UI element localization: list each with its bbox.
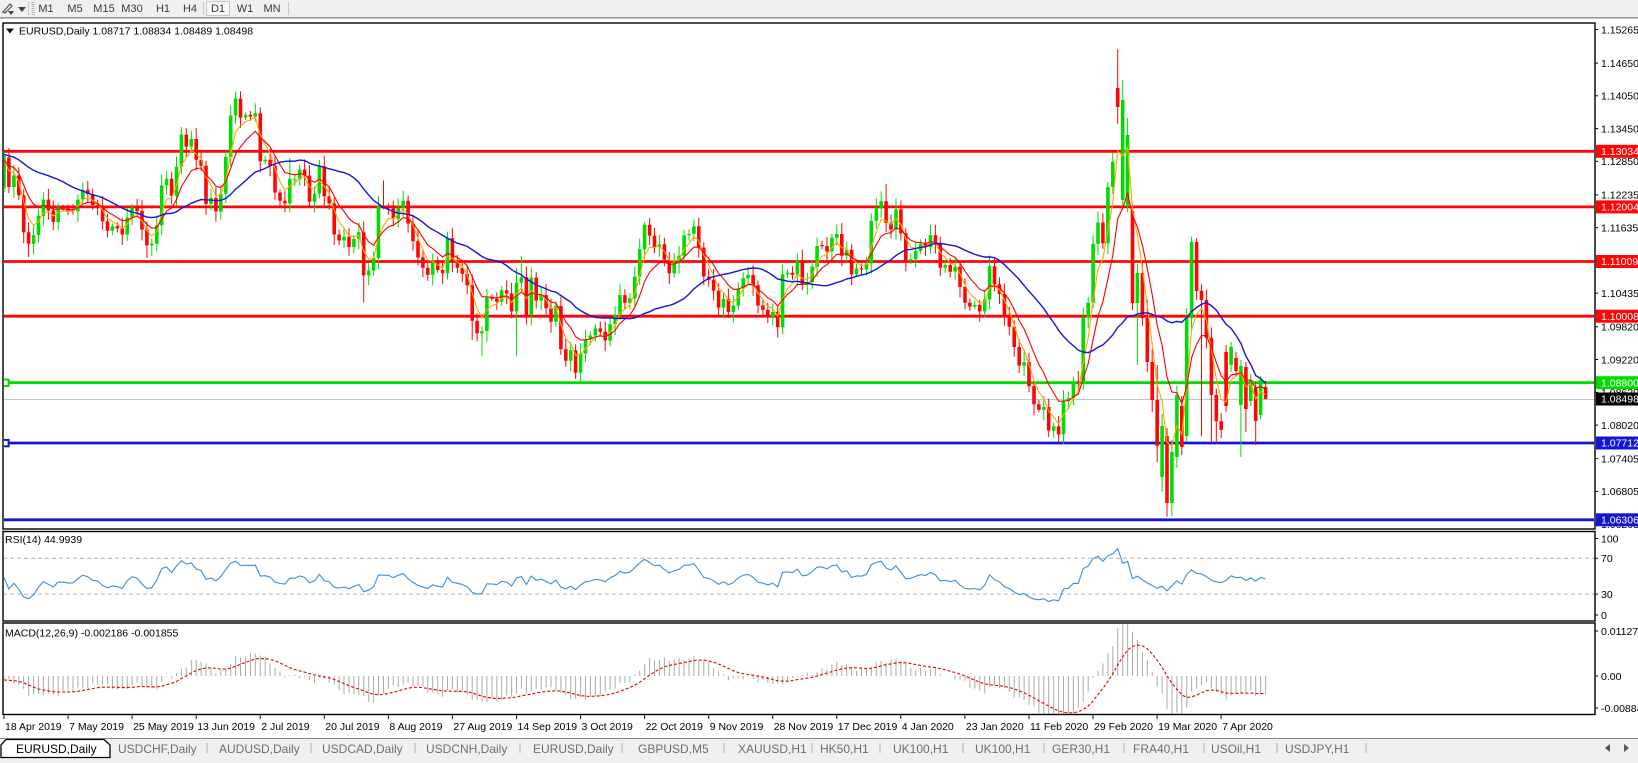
svg-text:H4: H4 xyxy=(183,3,197,15)
svg-text:H1: H1 xyxy=(156,3,170,15)
svg-text:1.08800: 1.08800 xyxy=(1601,377,1638,389)
svg-text:1.08020: 1.08020 xyxy=(1601,420,1638,432)
svg-text:7 Apr 2020: 7 Apr 2020 xyxy=(1222,721,1273,733)
svg-text:AUDUSD,Daily: AUDUSD,Daily xyxy=(219,742,300,756)
svg-text:7 May 2019: 7 May 2019 xyxy=(69,721,124,733)
svg-text:27 Aug 2019: 27 Aug 2019 xyxy=(453,721,512,733)
svg-text:1.13034: 1.13034 xyxy=(1601,146,1638,158)
svg-text:14 Sep 2019: 14 Sep 2019 xyxy=(518,721,578,733)
svg-text:29 Feb 2020: 29 Feb 2020 xyxy=(1094,721,1153,733)
svg-text:UK100,H1: UK100,H1 xyxy=(975,742,1031,756)
svg-text:1.14650: 1.14650 xyxy=(1601,58,1638,70)
svg-text:0: 0 xyxy=(1601,610,1607,622)
svg-text:XAUUSD,H1: XAUUSD,H1 xyxy=(738,742,807,756)
svg-text:RSI(14) 44.9939: RSI(14) 44.9939 xyxy=(5,534,82,546)
svg-text:9 Nov 2019: 9 Nov 2019 xyxy=(710,721,764,733)
svg-text:1.10008: 1.10008 xyxy=(1601,311,1638,323)
svg-text:70: 70 xyxy=(1601,553,1613,565)
svg-text:USDJPY,H1: USDJPY,H1 xyxy=(1285,742,1350,756)
svg-text:EURUSD,Daily: EURUSD,Daily xyxy=(533,742,614,756)
svg-text:1.14050: 1.14050 xyxy=(1601,91,1638,103)
svg-text:1.12235: 1.12235 xyxy=(1601,190,1638,202)
svg-text:GER30,H1: GER30,H1 xyxy=(1052,742,1110,756)
svg-text:1.09820: 1.09820 xyxy=(1601,322,1638,334)
svg-text:UK100,H1: UK100,H1 xyxy=(893,742,949,756)
svg-text:25 May 2019: 25 May 2019 xyxy=(133,721,194,733)
svg-text:11 Feb 2020: 11 Feb 2020 xyxy=(1030,721,1088,733)
svg-text:MACD(12,26,9) -0.002186 -0.001: MACD(12,26,9) -0.002186 -0.001855 xyxy=(5,628,179,640)
svg-text:1.09220: 1.09220 xyxy=(1601,354,1638,366)
svg-text:18 Apr 2019: 18 Apr 2019 xyxy=(5,721,62,733)
svg-text:HK50,H1: HK50,H1 xyxy=(820,742,869,756)
svg-text:20 Jul 2019: 20 Jul 2019 xyxy=(325,721,379,733)
svg-text:1.10435: 1.10435 xyxy=(1601,288,1638,300)
svg-text:22 Oct 2019: 22 Oct 2019 xyxy=(646,721,703,733)
svg-text:USDCAD,Daily: USDCAD,Daily xyxy=(322,742,403,756)
svg-text:1.13450: 1.13450 xyxy=(1601,123,1638,135)
svg-text:1.12850: 1.12850 xyxy=(1601,156,1638,168)
svg-text:1.06306: 1.06306 xyxy=(1601,514,1638,526)
svg-text:1.11009: 1.11009 xyxy=(1601,256,1638,268)
svg-text:MN: MN xyxy=(263,3,280,15)
svg-text:1.08498: 1.08498 xyxy=(1601,394,1638,406)
svg-text:19 Mar 2020: 19 Mar 2020 xyxy=(1158,721,1217,733)
svg-text:FRA40,H1: FRA40,H1 xyxy=(1133,742,1189,756)
svg-text:1.12004: 1.12004 xyxy=(1601,202,1638,214)
svg-text:W1: W1 xyxy=(237,3,254,15)
svg-text:1.11635: 1.11635 xyxy=(1601,223,1638,235)
svg-text:0.00: 0.00 xyxy=(1601,671,1622,683)
svg-text:USDCHF,Daily: USDCHF,Daily xyxy=(118,742,197,756)
svg-text:23 Jan 2020: 23 Jan 2020 xyxy=(966,721,1024,733)
svg-text:100: 100 xyxy=(1601,533,1619,545)
svg-text:1.15265: 1.15265 xyxy=(1601,24,1638,36)
svg-text:EURUSD,Daily 1.08717 1.08834: EURUSD,Daily 1.08717 1.08834 1.08489 1.0… xyxy=(19,26,253,38)
svg-text:1.07712: 1.07712 xyxy=(1601,438,1638,450)
svg-text:EURUSD,Daily: EURUSD,Daily xyxy=(16,742,97,756)
svg-text:17 Dec 2019: 17 Dec 2019 xyxy=(838,721,898,733)
svg-text:13 Jun 2019: 13 Jun 2019 xyxy=(197,721,255,733)
svg-text:2 Jul 2019: 2 Jul 2019 xyxy=(261,721,310,733)
svg-text:8 Aug 2019: 8 Aug 2019 xyxy=(389,721,442,733)
svg-text:USDCNH,Daily: USDCNH,Daily xyxy=(426,742,507,756)
svg-text:28 Nov 2019: 28 Nov 2019 xyxy=(774,721,834,733)
svg-text:1.06805: 1.06805 xyxy=(1601,486,1638,498)
svg-text:M15: M15 xyxy=(93,3,114,15)
svg-text:3 Oct 2019: 3 Oct 2019 xyxy=(582,721,634,733)
svg-text:30: 30 xyxy=(1601,589,1613,601)
svg-text:M1: M1 xyxy=(38,3,53,15)
svg-text:D1: D1 xyxy=(211,3,225,15)
svg-text:M30: M30 xyxy=(121,3,142,15)
svg-text:4 Jan 2020: 4 Jan 2020 xyxy=(902,721,954,733)
svg-text:1.07405: 1.07405 xyxy=(1601,453,1638,465)
svg-text:0.011277: 0.011277 xyxy=(1601,626,1638,638)
svg-text:-0.008845: -0.008845 xyxy=(1601,703,1638,715)
svg-text:GBPUSD,M5: GBPUSD,M5 xyxy=(638,742,709,756)
svg-text:USOil,H1: USOil,H1 xyxy=(1211,742,1261,756)
svg-text:M5: M5 xyxy=(67,3,82,15)
